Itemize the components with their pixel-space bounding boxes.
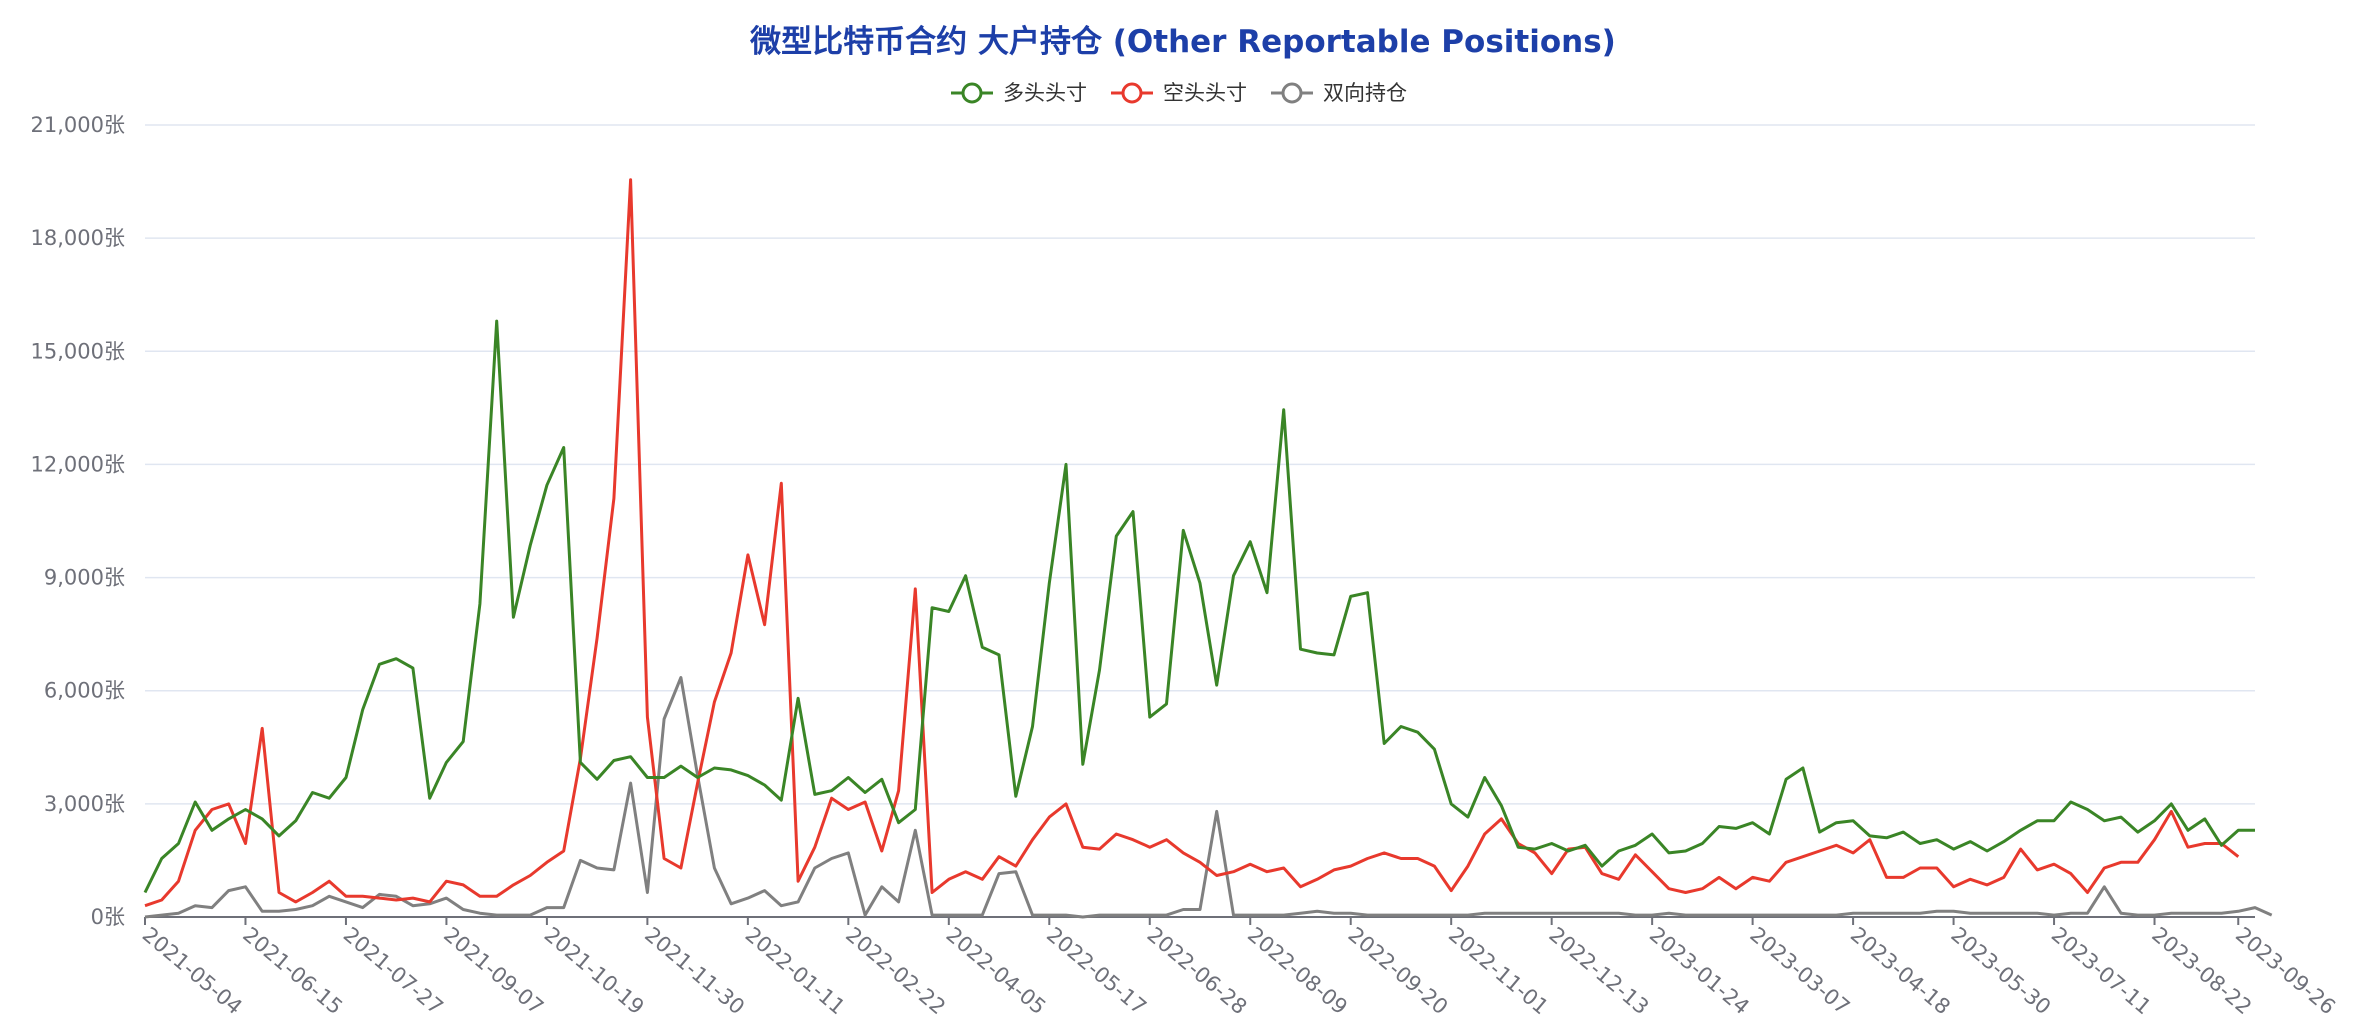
grid	[145, 124, 2255, 805]
legend-marker-icon	[1121, 82, 1143, 104]
x-tick-label: 2021-10-19	[540, 922, 649, 1019]
chart-title: 微型比特币合约 大户持仓 (Other Reportable Positions…	[749, 24, 1616, 60]
legend[interactable]: 多头头寸 空头头寸 双向持仓	[951, 81, 1407, 105]
x-tick-label: 2023-01-24	[1645, 922, 1754, 1019]
legend-marker-icon	[1281, 82, 1303, 104]
y-tick-label: 12,000张	[31, 452, 125, 476]
x-tick-label: 2023-05-30	[1946, 922, 2055, 1019]
x-tick-label: 2022-11-01	[1444, 922, 1553, 1019]
y-tick-label: 3,000张	[44, 792, 125, 816]
legend-item[interactable]: 空头头寸	[1111, 81, 1247, 105]
legend-marker-icon	[961, 82, 983, 104]
legend-item[interactable]: 双向持仓	[1271, 81, 1407, 105]
legend-label: 双向持仓	[1323, 81, 1407, 105]
series-line	[144, 676, 2273, 919]
x-tick-label: 2021-06-15	[238, 922, 347, 1019]
y-tick-label: 9,000张	[44, 566, 125, 590]
legend-item[interactable]: 多头头寸	[951, 81, 1087, 105]
x-tick-label: 2021-09-07	[439, 922, 548, 1019]
x-tick-label: 2022-04-05	[942, 922, 1051, 1019]
x-tick-label: 2022-05-17	[1042, 922, 1151, 1019]
y-tick-label: 15,000张	[31, 339, 125, 363]
x-tick-label: 2022-12-13	[1544, 922, 1653, 1019]
x-tick-label: 2023-03-07	[1745, 922, 1854, 1019]
x-tick-label: 2022-06-28	[1143, 922, 1252, 1019]
y-tick-label: 6,000张	[44, 679, 125, 703]
series-line	[143, 319, 2255, 894]
y-tick-label: 0张	[91, 905, 125, 929]
x-axis: 2021-05-042021-06-152021-07-272021-09-07…	[138, 916, 2340, 1019]
legend-label: 空头头寸	[1163, 81, 1247, 105]
x-tick-label: 2021-11-30	[640, 922, 749, 1019]
y-tick-label: 21,000张	[31, 113, 125, 137]
x-tick-label: 2022-02-22	[841, 922, 950, 1019]
x-tick-label: 2021-07-27	[339, 922, 448, 1019]
x-tick-label: 2022-09-20	[1344, 922, 1453, 1019]
series-line	[144, 178, 2240, 908]
x-tick-label: 2021-05-04	[138, 922, 247, 1019]
y-axis: 0张 3,000张 6,000张 9,000张 12,000张 15,000张 18,000…	[31, 113, 125, 929]
x-tick-label: 2023-04-18	[1846, 922, 1955, 1019]
x-tick-label: 2023-07-11	[2047, 922, 2156, 1019]
x-tick-label: 2022-01-11	[741, 922, 850, 1019]
legend-label: 多头头寸	[1003, 81, 1087, 105]
y-tick-label: 18,000张	[31, 226, 125, 250]
series-lines	[143, 178, 2273, 919]
x-tick-label: 2022-08-09	[1243, 922, 1352, 1019]
